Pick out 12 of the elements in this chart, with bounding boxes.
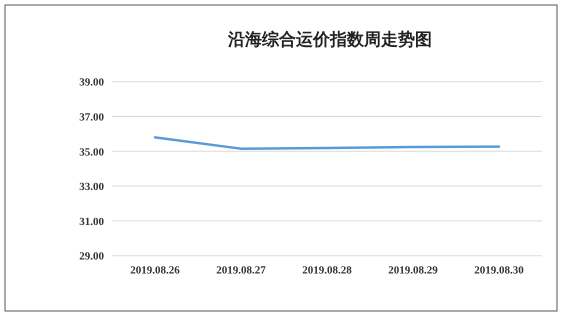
x-tick-label: 2019.08.29 (388, 264, 438, 277)
x-tick-label: 2019.08.30 (474, 264, 524, 277)
x-tick-label: 2019.08.27 (216, 264, 266, 277)
chart-title: 沿海综合运价指数周走势图 (227, 30, 432, 49)
y-tick-label: 35.00 (79, 146, 104, 158)
x-tick-label: 2019.08.26 (130, 264, 180, 277)
y-tick-label: 37.00 (79, 112, 104, 124)
y-tick-label: 33.00 (79, 181, 104, 194)
y-tick-label: 39.00 (79, 76, 104, 89)
y-tick-label: 29.00 (79, 250, 104, 263)
y-tick-label: 31.00 (79, 216, 104, 228)
x-tick-label: 2019.08.28 (302, 264, 352, 277)
